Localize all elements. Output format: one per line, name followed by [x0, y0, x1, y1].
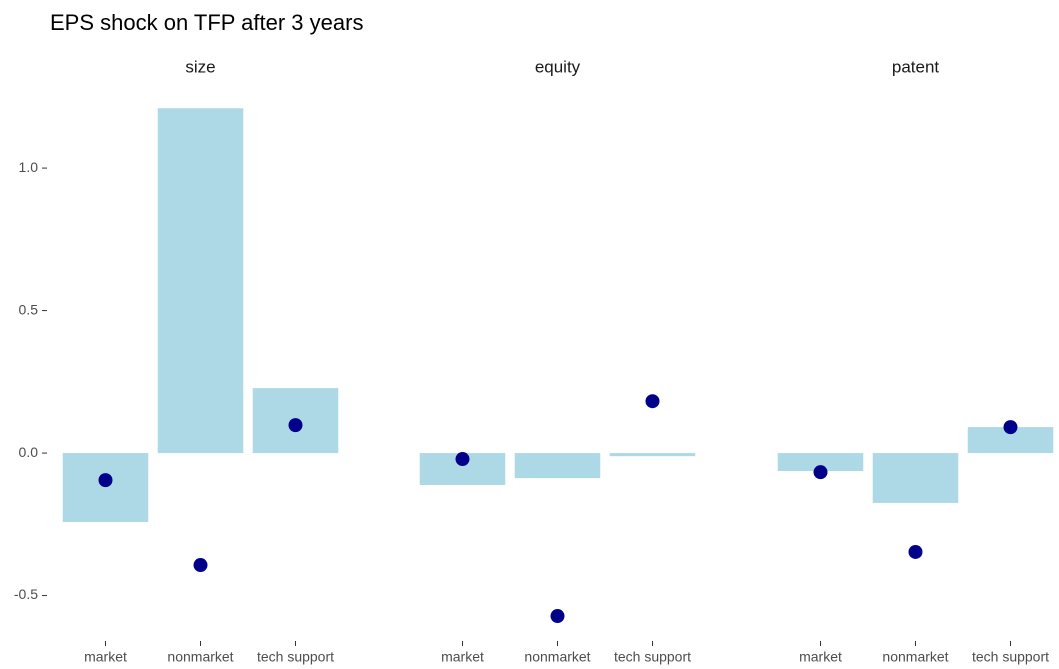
- facet-label: size: [185, 57, 215, 76]
- x-tick-label: market: [84, 649, 127, 665]
- point: [98, 473, 113, 488]
- y-tick-label: -0.5: [14, 586, 38, 602]
- point: [193, 558, 208, 573]
- x-tick-label: nonmarket: [167, 649, 233, 665]
- y-tick-label: 1.0: [19, 159, 39, 175]
- x-tick-label: market: [441, 649, 484, 665]
- point: [813, 465, 828, 480]
- y-tick-label: 0.5: [19, 301, 39, 317]
- x-tick-label: tech support: [972, 649, 1049, 665]
- bar: [872, 453, 959, 503]
- point: [1003, 420, 1018, 435]
- x-tick-label: nonmarket: [524, 649, 590, 665]
- bar: [514, 453, 601, 479]
- point: [288, 418, 303, 433]
- x-tick-label: market: [799, 649, 842, 665]
- x-tick-label: nonmarket: [882, 649, 948, 665]
- chart-title: EPS shock on TFP after 3 years: [50, 10, 363, 35]
- bar: [62, 453, 149, 523]
- bar: [609, 453, 696, 457]
- y-tick-label: 0.0: [19, 444, 39, 460]
- bar: [157, 108, 244, 454]
- point: [455, 452, 470, 467]
- point: [550, 609, 565, 624]
- point: [645, 394, 660, 409]
- x-tick-label: tech support: [614, 649, 691, 665]
- x-tick-label: tech support: [257, 649, 334, 665]
- facet-label: equity: [535, 57, 581, 76]
- bar: [777, 453, 864, 472]
- facet-label: patent: [892, 57, 940, 76]
- point: [908, 544, 923, 559]
